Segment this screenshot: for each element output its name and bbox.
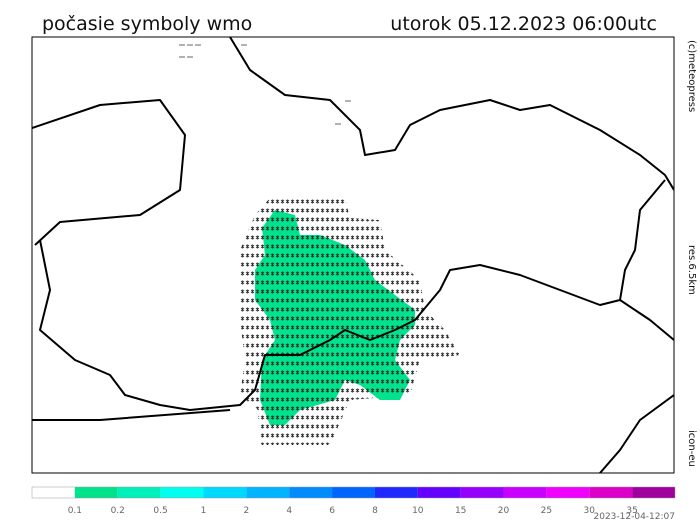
colorbar-tick-label: 10 [412,506,424,516]
colorbar-tick-label: 8 [372,506,378,516]
map [32,37,674,473]
colorbar-swatch [74,487,118,498]
colorbar-swatch [632,487,675,498]
colorbar-tick-label: 1 [201,506,207,516]
snow-symbols [240,198,460,445]
fog-symbols [179,44,351,125]
colorbar-swatch [589,487,633,498]
colorbar-swatch [460,487,504,498]
colorbar-tick-label: 35 [626,506,637,516]
colorbar-frame [31,486,676,499]
colorbar-swatch [203,487,247,498]
colorbar-swatch [32,487,75,498]
colorbar-tick-label: 30 [584,506,596,516]
map-frame [31,36,675,474]
colorbar-tick-label: 0.1 [68,506,82,516]
colorbar-swatch [546,487,590,498]
colorbar-swatch [374,487,418,498]
timestamp: 2023-12-04-12:07 [594,512,676,522]
colorbar-tick-label: 4 [286,506,292,516]
colorbar-tick-label: 2 [243,506,249,516]
colorbar-swatch [332,487,375,498]
borders [32,37,674,473]
colorbar-tick-label: 0.2 [111,506,125,516]
colorbar-swatch [417,487,461,498]
colorbar-swatch [503,487,547,498]
model-label: icon-eu [686,430,697,467]
colorbar-tick-label: 0.5 [153,506,167,516]
colorbar-swatch [246,487,290,498]
colorbar-tick-label: 25 [541,506,552,516]
colorbar-swatch [117,487,161,498]
map-time: utorok 05.12.2023 06:00utc [390,13,657,35]
colorbar-swatch [289,487,333,498]
resolution-label: res.6.5km [686,245,697,295]
colorbar-tick-label: 15 [455,506,466,516]
map-title: počasie symboly wmo [42,13,252,35]
colorbar: 0.1 0.2 0.5 1 2 4 6 8 10 15 20 25 30 35 [31,486,676,516]
colorbar-tick-label: 6 [329,506,335,516]
colorbar-tick-label: 20 [498,506,510,516]
colorbar-swatch [160,487,204,498]
copyright-label: (c)meteopress [686,40,697,112]
